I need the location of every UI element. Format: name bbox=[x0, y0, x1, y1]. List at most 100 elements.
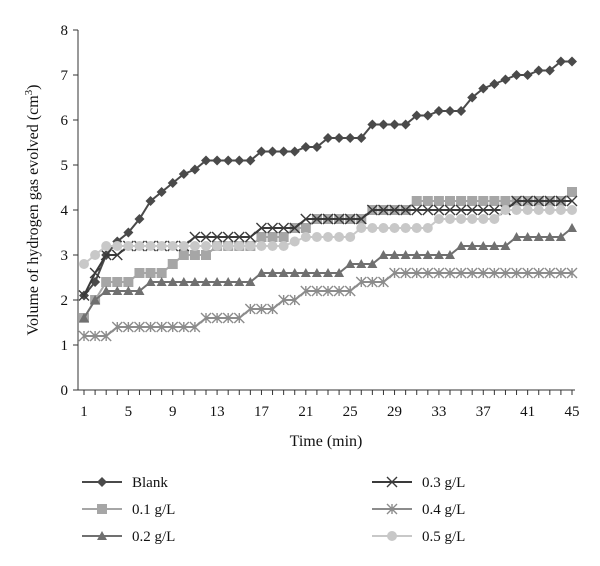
data-point-square bbox=[567, 187, 577, 197]
data-point-x bbox=[355, 213, 367, 225]
data-point-diamond bbox=[278, 146, 289, 157]
data-point-diamond bbox=[378, 119, 389, 130]
data-point-star bbox=[466, 267, 478, 279]
data-point-circle bbox=[422, 223, 433, 233]
data-point-diamond bbox=[234, 155, 245, 166]
data-point-diamond bbox=[156, 187, 167, 197]
data-point-circle bbox=[300, 232, 311, 242]
data-point-x bbox=[566, 195, 578, 207]
data-point-circle bbox=[167, 241, 178, 251]
data-point-triangle bbox=[378, 250, 389, 259]
data-point-x bbox=[366, 204, 378, 216]
series-4 bbox=[78, 267, 578, 342]
data-point-triangle bbox=[555, 232, 566, 241]
data-point-star bbox=[533, 267, 545, 279]
data-point-star bbox=[422, 267, 434, 279]
data-point-x bbox=[411, 204, 423, 216]
data-point-circle bbox=[123, 241, 134, 251]
x-axis-title: Time (min) bbox=[290, 433, 363, 450]
data-point-star bbox=[522, 267, 534, 279]
data-point-star bbox=[89, 330, 101, 342]
data-point-diamond bbox=[245, 155, 256, 166]
data-point-star bbox=[433, 267, 445, 279]
y-tick-label: 5 bbox=[61, 158, 69, 174]
legend-item: 0.3 g/L bbox=[372, 475, 465, 491]
data-point-x bbox=[322, 213, 334, 225]
data-point-diamond bbox=[422, 110, 433, 121]
data-point-triangle bbox=[522, 232, 533, 241]
data-point-circle bbox=[134, 241, 145, 251]
data-point-star bbox=[222, 312, 234, 324]
y-tick-label: 8 bbox=[61, 23, 69, 39]
data-point-triangle bbox=[134, 286, 145, 295]
data-point-x bbox=[333, 213, 345, 225]
data-point-square bbox=[156, 268, 167, 278]
data-point-circle bbox=[201, 241, 211, 251]
data-point-circle bbox=[234, 241, 245, 251]
data-point-star bbox=[566, 267, 578, 279]
data-point-triangle bbox=[489, 241, 500, 250]
data-point-circle bbox=[544, 205, 555, 215]
x-tick-label: 29 bbox=[387, 404, 402, 420]
series-5 bbox=[79, 205, 577, 269]
data-point-square bbox=[145, 268, 156, 278]
data-point-star bbox=[211, 312, 223, 324]
data-point-star bbox=[544, 267, 556, 279]
data-point-diamond bbox=[467, 92, 478, 103]
data-point-circle bbox=[500, 205, 511, 215]
data-point-triangle bbox=[422, 250, 433, 259]
data-point-circle bbox=[489, 214, 500, 224]
data-point-diamond bbox=[456, 106, 467, 116]
data-point-x bbox=[200, 231, 212, 243]
data-point-circle bbox=[267, 241, 278, 251]
data-point-triangle bbox=[245, 277, 256, 286]
data-point-circle bbox=[256, 241, 267, 251]
data-point-star bbox=[122, 321, 134, 333]
data-point-x bbox=[255, 222, 267, 234]
data-point-circle bbox=[378, 223, 389, 233]
legend-item: 0.5 g/L bbox=[372, 529, 465, 545]
data-point-triangle bbox=[212, 277, 223, 286]
data-point-square bbox=[256, 232, 267, 242]
data-point-star bbox=[455, 267, 467, 279]
data-point-triangle bbox=[433, 250, 444, 259]
data-point-star bbox=[477, 267, 489, 279]
data-point-circle bbox=[156, 241, 167, 251]
data-point-square bbox=[189, 250, 200, 260]
data-point-star bbox=[322, 285, 334, 297]
data-point-triangle bbox=[267, 268, 278, 277]
data-point-circle bbox=[433, 214, 444, 224]
series-0 bbox=[79, 56, 577, 301]
data-point-x bbox=[278, 222, 290, 234]
data-point-x bbox=[78, 290, 90, 301]
data-point-star bbox=[389, 267, 401, 279]
data-point-square bbox=[201, 250, 211, 260]
data-point-x bbox=[389, 204, 401, 216]
x-tick-label: 1 bbox=[80, 404, 88, 420]
data-point-star bbox=[488, 267, 500, 279]
data-point-square bbox=[467, 196, 478, 206]
x-tick-label: 17 bbox=[254, 404, 270, 420]
data-point-diamond bbox=[345, 133, 356, 143]
data-point-triangle bbox=[467, 241, 478, 250]
data-point-star bbox=[333, 285, 345, 297]
y-tick-label: 6 bbox=[61, 113, 69, 129]
data-point-triangle bbox=[112, 286, 123, 295]
data-point-triangle bbox=[178, 277, 189, 286]
data-point-x bbox=[111, 249, 123, 261]
data-point-circle bbox=[400, 223, 411, 233]
data-point-square bbox=[134, 268, 145, 278]
data-point-star bbox=[311, 285, 323, 297]
data-point-circle bbox=[367, 223, 378, 233]
data-point-star bbox=[267, 303, 279, 315]
legend: Blank 0.1 g/L 0.2 g/L 0.3 g/L 0.4 g/L 0.5 g/L bbox=[82, 475, 465, 545]
data-point-x bbox=[300, 213, 312, 225]
data-point-star bbox=[499, 267, 511, 279]
data-point-circle bbox=[356, 223, 367, 233]
data-point-x bbox=[444, 204, 456, 216]
data-point-diamond bbox=[323, 133, 333, 143]
data-point-diamond bbox=[356, 133, 367, 143]
data-point-star bbox=[244, 303, 256, 315]
data-point-square bbox=[300, 223, 311, 233]
data-point-diamond bbox=[400, 119, 411, 130]
